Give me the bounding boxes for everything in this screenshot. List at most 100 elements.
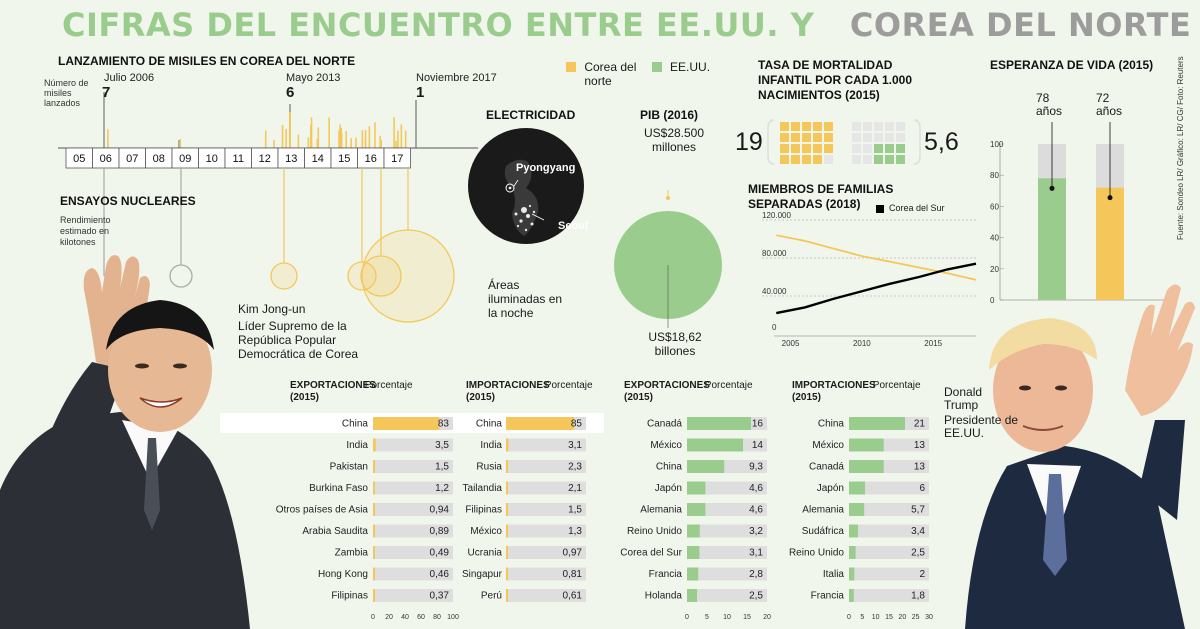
mortality-korea-squares [767, 119, 833, 165]
callout-value-2013: 6 [286, 84, 295, 101]
trade-xtick: 5 [705, 614, 709, 621]
city-pyongyang: Pyongyang [516, 162, 576, 174]
year-label-16: 16 [365, 153, 377, 165]
year-label-12: 12 [259, 153, 271, 165]
missile-bar-2013 [289, 112, 291, 148]
trade-bar [506, 589, 508, 602]
mortality-usa-square [863, 144, 872, 153]
us-imports-heading: IMPORTACIONES (2015) Porcentaje [792, 380, 921, 403]
missile-bar [317, 127, 320, 148]
trade-bar [687, 481, 706, 495]
trade-category-label: Canadá [647, 419, 682, 430]
mortality-korea-square [802, 122, 811, 131]
life-bar-korea [1096, 187, 1124, 300]
mortality-korea-square [791, 133, 800, 142]
gdp-korea-label: US$28.500 millones [643, 126, 705, 154]
year-label-07: 07 [126, 153, 138, 165]
trade-xtick: 0 [371, 614, 375, 621]
mortality-korea-square [802, 144, 811, 153]
mortality-korea-square [824, 155, 833, 164]
trade-xtick: 20 [385, 614, 393, 621]
trade-bar [849, 567, 855, 581]
trade-bar-bg [373, 481, 453, 495]
mortality-heading: TASA DE MORTALIDAD INFANTIL POR CADA 1.0… [758, 58, 913, 102]
mortality-korea-square [813, 122, 822, 131]
trade-category-label: Otros países de Asia [276, 505, 369, 516]
missile-bar [397, 130, 399, 148]
trade-value-label: 0,61 [563, 591, 583, 602]
trade-category-label: Arabia Saudita [302, 526, 368, 537]
trade-xtick: 15 [743, 614, 751, 621]
trade-bar-bg [506, 438, 586, 452]
life-tick: 100 [990, 140, 1004, 149]
families-heading: MIEMBROS DE FAMILIAS SEPARADAS (2018) [748, 182, 894, 211]
life-chart: 100 80 60 40 20 0 [990, 122, 1166, 305]
mortality-usa-square [896, 133, 905, 142]
life-korea-label: 72 años [1096, 91, 1123, 118]
trade-value-label: 0,81 [563, 569, 583, 580]
families-series-line [776, 234, 977, 281]
missile-bar [297, 134, 300, 148]
legend: Corea del norte EE.UU. [566, 60, 710, 88]
missile-bar [361, 130, 364, 148]
missile-bar [379, 135, 381, 148]
families-xtick: 2005 [782, 339, 800, 348]
life-tick: 20 [990, 265, 999, 274]
year-label-10: 10 [206, 153, 218, 165]
trade-category-label: Japón [817, 483, 844, 494]
year-box-17 [383, 147, 411, 169]
trade-value-label: 16 [752, 419, 764, 430]
missile-bar [107, 129, 109, 148]
trade-category-label: Japón [655, 483, 682, 494]
trade-category-label: Canadá [809, 462, 844, 473]
trade-category-label: Pakistan [330, 462, 368, 473]
trade-category-label: Sudáfrica [802, 526, 845, 537]
missile-bar [339, 124, 341, 148]
trade-bar-bg [849, 589, 929, 602]
mortality-usa-square [852, 155, 861, 164]
mortality-bracket [767, 119, 775, 165]
trade-bar-bg [849, 524, 929, 538]
trade-bar [506, 567, 508, 581]
life-tick: 80 [990, 171, 999, 180]
nuclear-test-bubble [270, 262, 298, 290]
mortality-korea-square [813, 133, 822, 142]
trade-value-label: 0,94 [430, 505, 450, 516]
trade-category-label: Tailandia [463, 483, 503, 494]
life-tick: 40 [990, 234, 999, 243]
year-label-11: 11 [233, 153, 244, 165]
trade-value-label: 6 [919, 483, 925, 494]
missile-bar [393, 117, 395, 148]
trade-value-label: 0,46 [430, 569, 450, 580]
mortality-korea-square [791, 144, 800, 153]
mortality-korea-square [802, 133, 811, 142]
missiles-heading: LANZAMIENTO DE MISILES EN COREA DEL NORT… [58, 54, 356, 68]
trade-xtick: 60 [417, 614, 425, 621]
trade-value-label: 85 [571, 419, 583, 430]
trade-category-label: México [812, 440, 844, 451]
missile-bar [340, 132, 343, 148]
trade-value-label: 0,37 [430, 591, 450, 602]
trade-bar [687, 589, 697, 602]
trade-bar-bg [506, 589, 586, 602]
trade-bar-bg [849, 481, 929, 495]
missile-bar [307, 137, 310, 148]
missile-bar [374, 122, 376, 148]
trade-value-label: 2,8 [749, 569, 763, 580]
trade-bar [373, 589, 375, 602]
trade-bar [849, 503, 865, 516]
mortality-bracket [913, 119, 921, 165]
gdp-heading: PIB (2016) [640, 108, 699, 122]
trade-bar [849, 438, 884, 452]
trump-role: Presidente de EE.UU. [944, 413, 1019, 440]
trade-bar [373, 417, 440, 430]
trade-bar [506, 481, 508, 495]
callout-value-2006: 7 [102, 84, 111, 101]
kp-exports-heading: EXPORTACIONES (2015) Porcentaje [290, 380, 413, 403]
trade-category-label: Singapur [462, 569, 503, 580]
trade-category-label: Francia [811, 591, 845, 602]
trade-category-label: Italia [823, 569, 845, 580]
mortality-korea-square [824, 133, 833, 142]
life-usa-label: 78 años [1036, 91, 1063, 118]
